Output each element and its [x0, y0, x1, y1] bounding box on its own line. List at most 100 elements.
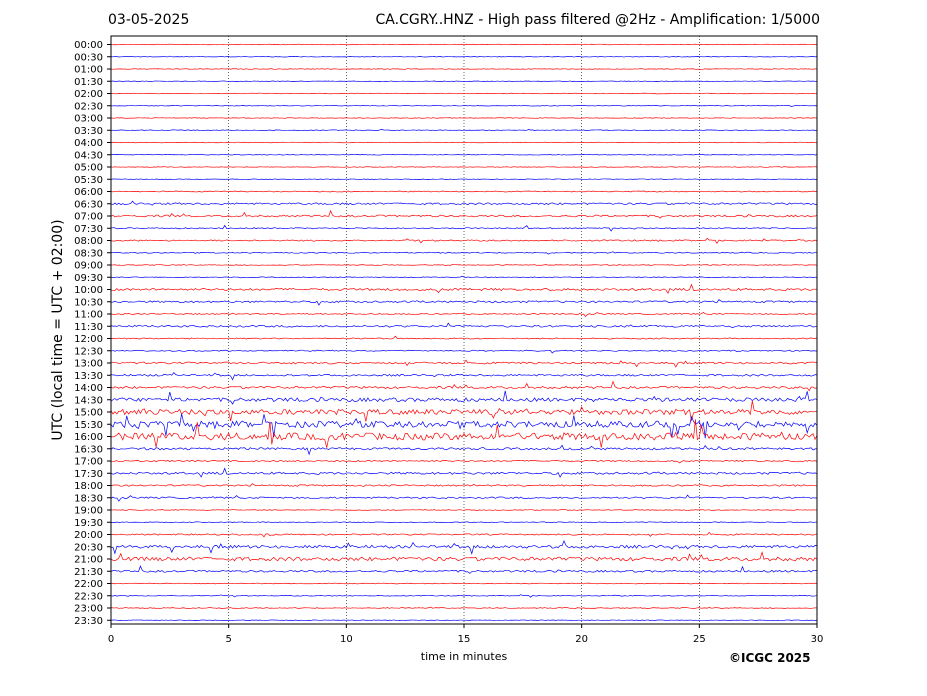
- trace-row: [110, 540, 818, 555]
- y-tick-label: 18:30: [74, 493, 103, 504]
- y-tick-label: 22:00: [74, 579, 103, 590]
- y-tick-label: 09:00: [74, 261, 103, 272]
- trace-row: [110, 68, 818, 70]
- y-tick-label: 02:30: [74, 101, 103, 112]
- trace-row: [110, 400, 818, 422]
- y-tick-label: 11:00: [74, 310, 103, 321]
- trace-row: [110, 335, 818, 340]
- copyright-text: ©ICGC 2025: [729, 651, 811, 665]
- trace-row: [110, 224, 818, 232]
- y-tick-label: 07:30: [74, 224, 103, 235]
- trace-row: [110, 312, 818, 317]
- y-tick-label: 13:30: [74, 371, 103, 382]
- trace-row: [110, 209, 818, 219]
- y-tick-label: 14:30: [74, 395, 103, 406]
- grid-lines: [228, 36, 700, 624]
- trace-row: [110, 80, 818, 82]
- x-tick-label: 0: [108, 634, 114, 645]
- y-tick-label: 10:00: [74, 285, 103, 296]
- y-tick-label: 09:30: [74, 273, 103, 284]
- trace-row: [110, 190, 818, 193]
- y-tick-label: 07:00: [74, 212, 103, 223]
- trace-row: [110, 251, 818, 255]
- trace-row: [110, 55, 818, 58]
- trace-row: [110, 166, 818, 168]
- trace-row: [110, 299, 818, 306]
- y-tick-label: 04:00: [74, 138, 103, 149]
- trace-row: [110, 606, 818, 609]
- y-tick-label: 15:00: [74, 408, 103, 419]
- y-tick-label: 13:00: [74, 359, 103, 370]
- seismic-traces: [110, 43, 818, 622]
- y-tick-label: 21:00: [74, 555, 103, 566]
- y-tick-label: 05:30: [74, 175, 103, 186]
- y-tick-label: 16:00: [74, 432, 103, 443]
- trace-row: [110, 483, 818, 487]
- trace-row: [110, 380, 818, 392]
- trace-row: [110, 494, 818, 502]
- trace-row: [110, 371, 818, 381]
- trace-row: [110, 263, 818, 266]
- y-tick-label: 20:30: [74, 542, 103, 553]
- trace-row: [110, 128, 818, 131]
- trace-row: [110, 565, 818, 574]
- trace-row: [110, 92, 818, 95]
- y-tick-label: 18:00: [74, 481, 103, 492]
- y-tick-label: 03:30: [74, 126, 103, 137]
- y-tick-label: 23:30: [74, 616, 103, 627]
- y-axis-label: UTC (local time = UTC + 02:00): [50, 219, 66, 441]
- date-label: 03-05-2025: [108, 12, 190, 28]
- y-tick-label: 06:00: [74, 187, 103, 198]
- y-tick-label: 00:30: [74, 52, 103, 63]
- y-tick-label: 12:00: [74, 334, 103, 345]
- trace-row: [110, 444, 818, 456]
- y-tick-label: 12:30: [74, 346, 103, 357]
- trace-row: [110, 459, 818, 464]
- trace-row: [110, 154, 818, 156]
- y-tick-label: 05:00: [74, 163, 103, 174]
- trace-row: [110, 237, 818, 244]
- y-tick-label: 01:30: [74, 77, 103, 88]
- trace-row: [110, 594, 818, 598]
- x-tick-label: 5: [225, 634, 231, 645]
- y-tick-label: 14:00: [74, 383, 103, 394]
- y-tick-label: 16:30: [74, 444, 103, 455]
- trace-row: [110, 200, 818, 206]
- x-axis-ticks: 0 5 10 15 20 25 30: [108, 624, 823, 645]
- trace-row: [110, 43, 818, 46]
- y-tick-label: 15:30: [74, 420, 103, 431]
- y-tick-label: 10:30: [74, 297, 103, 308]
- x-tick-label: 15: [458, 634, 471, 645]
- trace-row: [110, 390, 818, 405]
- y-tick-label: 20:00: [74, 530, 103, 541]
- y-tick-label: 19:00: [74, 506, 103, 517]
- y-tick-label: 04:30: [74, 150, 103, 161]
- trace-row: [110, 509, 818, 511]
- y-tick-label: 03:00: [74, 114, 103, 125]
- y-tick-label: 19:30: [74, 518, 103, 529]
- y-tick-label: 17:30: [74, 469, 103, 480]
- trace-row: [110, 349, 818, 354]
- x-tick-label: 25: [693, 634, 706, 645]
- trace-row: [110, 413, 818, 439]
- trace-row: [110, 275, 818, 279]
- trace-row: [110, 359, 818, 368]
- trace-row: [110, 551, 818, 562]
- trace-row: [110, 178, 818, 181]
- trace-row: [110, 419, 818, 448]
- trace-row: [110, 141, 818, 144]
- trace-row: [110, 582, 818, 585]
- trace-row: [110, 619, 818, 622]
- y-tick-label: 06:30: [74, 199, 103, 210]
- y-tick-label: 02:00: [74, 89, 103, 100]
- trace-row: [110, 283, 818, 295]
- trace-row: [110, 467, 818, 478]
- trace-row: [110, 322, 818, 329]
- y-tick-label: 11:30: [74, 322, 103, 333]
- x-tick-label: 20: [575, 634, 588, 645]
- y-tick-label: 22:30: [74, 591, 103, 602]
- trace-row: [110, 104, 818, 107]
- y-tick-label: 23:00: [74, 604, 103, 615]
